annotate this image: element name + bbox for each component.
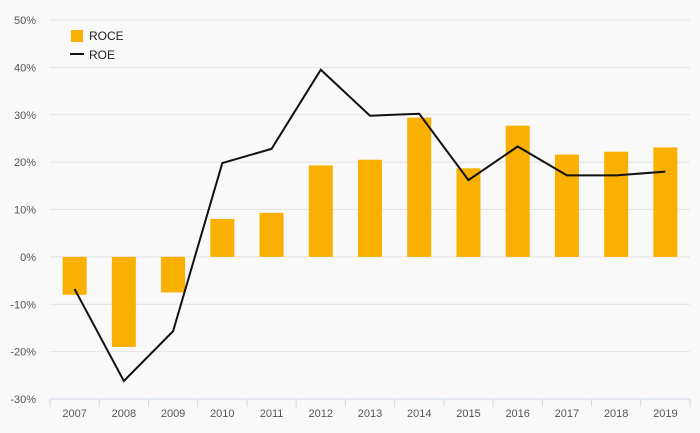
roce-bar[interactable] [407, 117, 432, 257]
roce-bars [62, 117, 678, 347]
x-tick-label: 2017 [555, 408, 579, 420]
x-tick-label: 2019 [653, 408, 677, 420]
x-tick-label: 2013 [358, 408, 382, 420]
y-tick-label: 40% [14, 62, 36, 74]
legend-swatch-roce[interactable] [71, 30, 83, 42]
roe-line[interactable] [73, 68, 666, 383]
axes: 50% 40% 30% 20% 10% 0% -10% -20% -30% 2007 2008 200… [10, 15, 691, 420]
y-tick-label: 10% [14, 205, 36, 217]
y-tick-label: -30% [10, 394, 36, 406]
y-tick-label: 20% [14, 157, 36, 169]
roce-bar[interactable] [358, 159, 382, 257]
legend-label-roce[interactable]: ROCE [89, 29, 124, 43]
roe-line-layer [73, 68, 666, 383]
x-tick-label: 2014 [407, 408, 431, 420]
legend-label-roe[interactable]: ROE [89, 48, 115, 62]
y-tick-label: -20% [10, 347, 36, 359]
x-tick-label: 2007 [62, 408, 86, 420]
roce-bar[interactable] [259, 212, 284, 257]
y-tick-label: 0% [20, 252, 36, 264]
roce-bar[interactable] [210, 218, 235, 257]
roce-bar[interactable] [308, 165, 333, 257]
roce-bar[interactable] [161, 256, 186, 293]
x-tick-label: 2015 [456, 408, 480, 420]
y-tick-label: -10% [10, 299, 36, 311]
x-tick-label: 2012 [309, 408, 333, 420]
x-tick-label: 2018 [604, 408, 628, 420]
roce-bar[interactable] [111, 256, 136, 347]
roce-bar[interactable] [62, 256, 87, 295]
roce-bar[interactable] [505, 125, 530, 257]
x-tick-label: 2009 [161, 408, 185, 420]
x-tick-label: 2016 [505, 408, 529, 420]
y-tick-label: 30% [14, 110, 36, 122]
legend: ROCE ROE [70, 29, 124, 62]
x-tick-label: 2008 [112, 408, 136, 420]
x-tick-label: 2011 [260, 408, 284, 420]
roce-bar[interactable] [456, 168, 481, 257]
roce-bar[interactable] [653, 147, 678, 257]
y-tick-label: 50% [14, 15, 36, 27]
roce-bar[interactable] [604, 151, 629, 257]
x-tick-label: 2010 [210, 408, 234, 420]
